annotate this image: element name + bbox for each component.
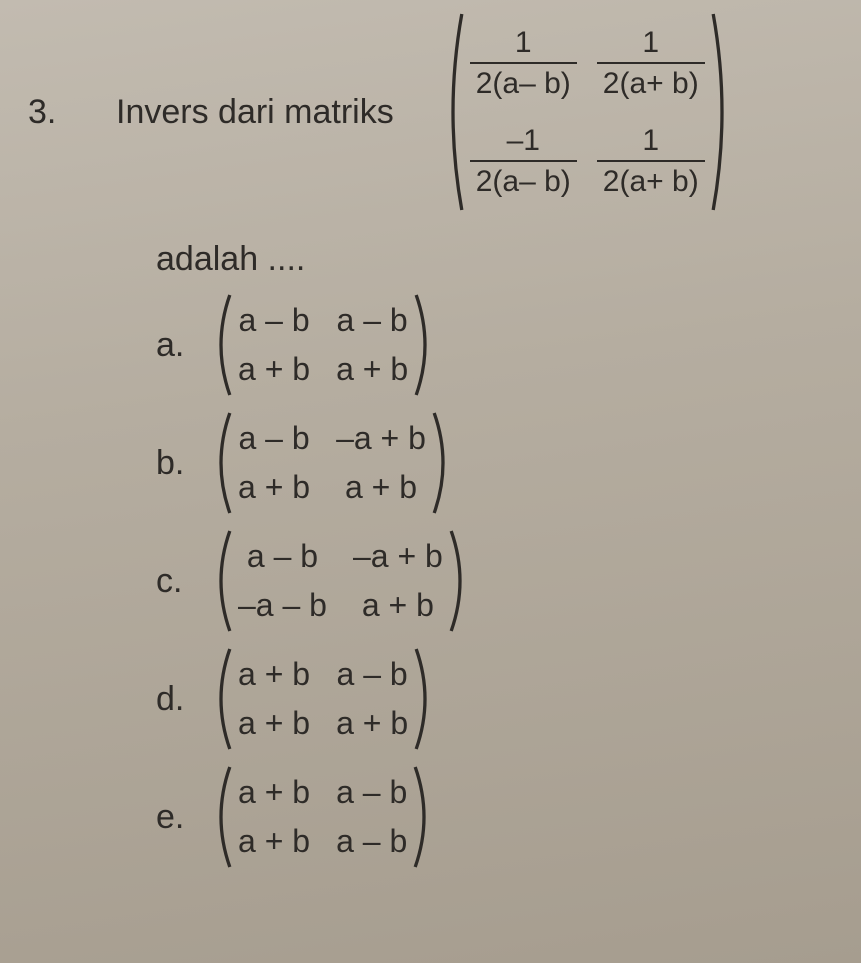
- option-b: b. a – b –a + b a + b a + b: [156, 411, 833, 515]
- frac-bar: [470, 62, 577, 64]
- matrix-body: a – b a – b a + b a + b: [232, 293, 414, 397]
- cell-12: –a + b: [353, 539, 443, 574]
- right-paren: [413, 765, 435, 869]
- cell-22: 1 2(a+ b): [597, 123, 705, 199]
- option-a: a. a – b a – b a + b a + b: [156, 293, 833, 397]
- frac-num: 1: [636, 25, 665, 60]
- cell-21: a + b: [238, 470, 310, 505]
- cell-21: a + b: [238, 824, 310, 859]
- cell-11: a + b: [238, 657, 310, 692]
- main-matrix: 1 2(a– b) 1 2(a+ b) –1: [442, 12, 733, 212]
- frac-num: 1: [509, 25, 538, 60]
- matrix-body: a + b a – b a + b a + b: [232, 647, 414, 751]
- left-paren: [210, 529, 232, 633]
- option-matrix: a – b –a + b a + b a + b: [210, 411, 454, 515]
- frac-bar: [470, 160, 577, 162]
- cell-12: a – b: [336, 775, 407, 810]
- option-c: c. a – b –a + b –a – b a + b: [156, 529, 833, 633]
- left-paren: [210, 765, 232, 869]
- option-matrix: a – b –a + b –a – b a + b: [210, 529, 471, 633]
- frac-21: –1 2(a– b): [470, 123, 577, 199]
- cell-22: a + b: [353, 588, 443, 623]
- matrix-body: a + b a – b a + b a – b: [232, 765, 413, 869]
- cell-11: a + b: [238, 775, 310, 810]
- cell-21: a + b: [238, 352, 310, 387]
- option-label: a.: [156, 326, 196, 365]
- right-paren: [414, 647, 436, 751]
- cell-11: a – b: [238, 303, 310, 338]
- cell-21: –a – b: [238, 588, 327, 623]
- frac-num: 1: [636, 123, 665, 158]
- matrix-body: 1 2(a– b) 1 2(a+ b) –1: [464, 12, 711, 212]
- frac-bar: [597, 62, 705, 64]
- options: a. a – b a – b a + b a + b b. a – b –a +…: [156, 293, 833, 869]
- adalah-text: adalah ....: [156, 240, 833, 279]
- option-label: c.: [156, 562, 196, 601]
- right-paren: [711, 12, 733, 212]
- option-e: e. a + b a – b a + b a – b: [156, 765, 833, 869]
- cell-11: 1 2(a– b): [470, 25, 577, 101]
- frac-12: 1 2(a+ b): [597, 25, 705, 101]
- cell-12: a – b: [336, 303, 408, 338]
- cell-22: a – b: [336, 824, 407, 859]
- frac-11: 1 2(a– b): [470, 25, 577, 101]
- cell-11: a – b: [238, 421, 310, 456]
- frac-den: 2(a+ b): [597, 66, 705, 101]
- option-matrix: a – b a – b a + b a + b: [210, 293, 436, 397]
- stem-text: Invers dari matriks: [116, 93, 394, 132]
- cell-21: a + b: [238, 706, 310, 741]
- frac-den: 2(a+ b): [597, 164, 705, 199]
- option-label: e.: [156, 798, 196, 837]
- cell-22: a + b: [336, 706, 408, 741]
- frac-num: –1: [501, 123, 546, 158]
- matrix-body: a – b –a + b –a – b a + b: [232, 529, 449, 633]
- frac-den: 2(a– b): [470, 66, 577, 101]
- cell-22: a + b: [336, 470, 426, 505]
- frac-bar: [597, 160, 705, 162]
- option-matrix: a + b a – b a + b a + b: [210, 647, 436, 751]
- option-matrix: a + b a – b a + b a – b: [210, 765, 435, 869]
- option-label: b.: [156, 444, 196, 483]
- question-number: 3.: [28, 93, 68, 132]
- cell-12: a – b: [336, 657, 408, 692]
- right-paren: [449, 529, 471, 633]
- matrix-body: a – b –a + b a + b a + b: [232, 411, 432, 515]
- left-paren: [210, 293, 232, 397]
- frac-den: 2(a– b): [470, 164, 577, 199]
- option-d: d. a + b a – b a + b a + b: [156, 647, 833, 751]
- cell-22: a + b: [336, 352, 408, 387]
- right-paren: [432, 411, 454, 515]
- cell-12: –a + b: [336, 421, 426, 456]
- question-row: 3. Invers dari matriks 1 2(a– b) 1: [28, 12, 833, 212]
- cell-11: a – b: [238, 539, 327, 574]
- left-paren: [210, 647, 232, 751]
- left-paren: [210, 411, 232, 515]
- option-label: d.: [156, 680, 196, 719]
- cell-21: –1 2(a– b): [470, 123, 577, 199]
- frac-22: 1 2(a+ b): [597, 123, 705, 199]
- page: 3. Invers dari matriks 1 2(a– b) 1: [0, 0, 861, 903]
- cell-12: 1 2(a+ b): [597, 25, 705, 101]
- left-paren: [442, 12, 464, 212]
- right-paren: [414, 293, 436, 397]
